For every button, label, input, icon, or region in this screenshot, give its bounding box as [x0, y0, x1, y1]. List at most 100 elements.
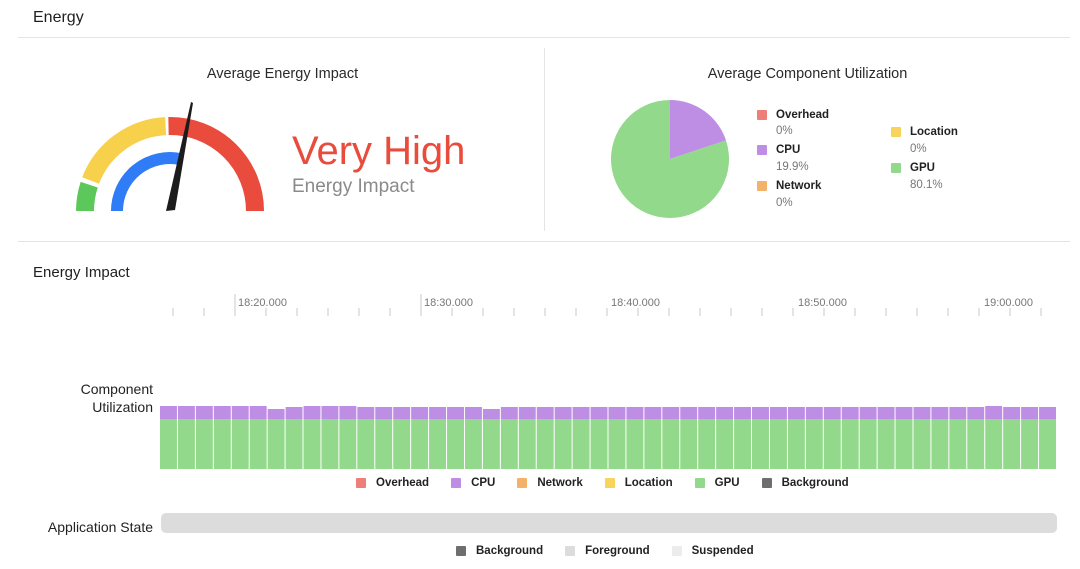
- util-bar-gpu: [321, 419, 339, 469]
- util-bar-gpu: [949, 419, 967, 469]
- gauge-yellow-segment: [82, 117, 167, 185]
- util-bar-cpu: [464, 407, 482, 419]
- util-bar-cpu: [626, 407, 644, 419]
- util-background-swatch: [761, 478, 772, 488]
- state-foreground-swatch: [565, 546, 576, 556]
- util-bar-gpu: [877, 419, 895, 469]
- util-bar-cpu: [805, 407, 823, 419]
- util-bar-gpu: [895, 419, 913, 469]
- util-bar-cpu: [877, 407, 895, 419]
- location-swatch: [891, 127, 901, 137]
- util-bar-gpu: [518, 419, 536, 469]
- tick-label-4: 18:50.000: [798, 297, 847, 309]
- state-foreground-label: Foreground: [585, 545, 650, 557]
- util-bar-cpu: [321, 406, 339, 419]
- component-pie-chart: [611, 100, 730, 218]
- util-bar-cpu: [267, 409, 285, 419]
- state-suspended-label: Suspended: [691, 545, 754, 557]
- util-bar-gpu: [249, 419, 267, 469]
- tick-label-5: 19:00.000: [984, 297, 1033, 309]
- component-utilization-label: Component Utilization: [40, 380, 153, 416]
- util-bar-cpu: [500, 407, 518, 419]
- util-bar-cpu: [357, 407, 375, 419]
- state-legend-suspended: Suspended: [671, 545, 754, 557]
- util-bar-gpu: [967, 419, 985, 469]
- util-bar-gpu: [429, 419, 447, 469]
- util-location-label: Location: [624, 477, 673, 489]
- util-bar-gpu: [590, 419, 608, 469]
- utilization-legend: Overhead CPU Network Location GPU Backgr…: [356, 477, 849, 489]
- overhead-swatch: [757, 110, 767, 120]
- application-state-track[interactable]: [161, 513, 1057, 533]
- util-bar-cpu: [447, 407, 464, 419]
- util-bar-cpu: [734, 407, 752, 419]
- util-bar-gpu: [1021, 419, 1039, 469]
- util-bar-gpu: [357, 419, 375, 469]
- time-ruler: [172, 294, 1042, 316]
- util-bar-cpu: [536, 407, 554, 419]
- util-network-swatch: [517, 478, 528, 488]
- util-overhead-swatch: [356, 478, 366, 488]
- util-bar-cpu: [482, 409, 500, 419]
- util-bar-cpu: [1039, 407, 1056, 419]
- util-bar-cpu: [913, 407, 931, 419]
- util-bar-cpu: [393, 407, 411, 419]
- util-bar-cpu: [213, 406, 231, 419]
- component-panel-title: Average Component Utilization: [707, 66, 908, 82]
- pie-slice-cpu: [670, 100, 726, 159]
- section-title: Energy: [33, 9, 84, 26]
- util-bar-cpu: [303, 406, 321, 419]
- cpu-label: CPU: [776, 144, 801, 156]
- network-value: 0%: [776, 197, 793, 209]
- util-bar-gpu: [716, 419, 734, 469]
- util-bar-cpu: [285, 407, 303, 419]
- util-bar-cpu: [716, 407, 734, 419]
- util-bar-cpu: [769, 407, 787, 419]
- util-bar-cpu: [231, 406, 249, 419]
- state-legend-foreground: Foreground: [565, 545, 650, 557]
- util-bar-gpu: [769, 419, 787, 469]
- util-bar-gpu: [500, 419, 518, 469]
- util-bar-cpu: [249, 406, 267, 419]
- util-bar-gpu: [931, 419, 949, 469]
- tick-label-3: 18:40.000: [611, 297, 660, 309]
- util-bar-cpu: [931, 407, 949, 419]
- state-suspended-swatch: [671, 546, 682, 556]
- util-bar-cpu: [1021, 407, 1039, 419]
- util-bar-gpu: [985, 419, 1003, 469]
- util-legend-background: Background: [761, 477, 849, 489]
- util-bar-gpu: [859, 419, 877, 469]
- energy-panel-title: Average Energy Impact: [206, 66, 359, 82]
- util-bar-gpu: [1039, 419, 1056, 469]
- gpu-value: 80.1%: [910, 179, 943, 191]
- util-bar-gpu: [303, 419, 321, 469]
- util-bar-cpu: [429, 407, 447, 419]
- util-bar-gpu: [823, 419, 841, 469]
- tick-label-2: 18:30.000: [424, 297, 473, 309]
- util-bar-gpu: [375, 419, 393, 469]
- util-bar-gpu: [680, 419, 698, 469]
- util-bar-cpu: [967, 407, 985, 419]
- util-bar-cpu: [195, 406, 213, 419]
- util-legend-location: Location: [604, 477, 673, 489]
- component-label-line1: Component: [80, 381, 153, 397]
- util-legend-overhead: Overhead: [356, 477, 429, 489]
- util-bar-cpu: [859, 407, 877, 419]
- util-bar-gpu: [913, 419, 931, 469]
- util-bar-gpu: [644, 419, 662, 469]
- util-bar-cpu: [752, 407, 769, 419]
- util-bar-gpu: [662, 419, 680, 469]
- network-swatch: [757, 181, 767, 191]
- util-bar-gpu: [554, 419, 572, 469]
- app-state-legend: Background Foreground Suspended: [456, 545, 754, 557]
- tick-label-1: 18:20.000: [238, 297, 287, 309]
- header-divider: [18, 37, 1070, 38]
- cpu-swatch: [757, 145, 767, 155]
- overhead-label: Overhead: [776, 109, 830, 121]
- util-bar-cpu: [608, 407, 626, 419]
- util-bar-gpu: [447, 419, 464, 469]
- util-bar-cpu: [841, 407, 859, 419]
- pie-slice-gpu: [611, 100, 730, 218]
- energy-level-caption: Energy Impact: [292, 176, 415, 197]
- timeline-title: Energy Impact: [33, 264, 130, 281]
